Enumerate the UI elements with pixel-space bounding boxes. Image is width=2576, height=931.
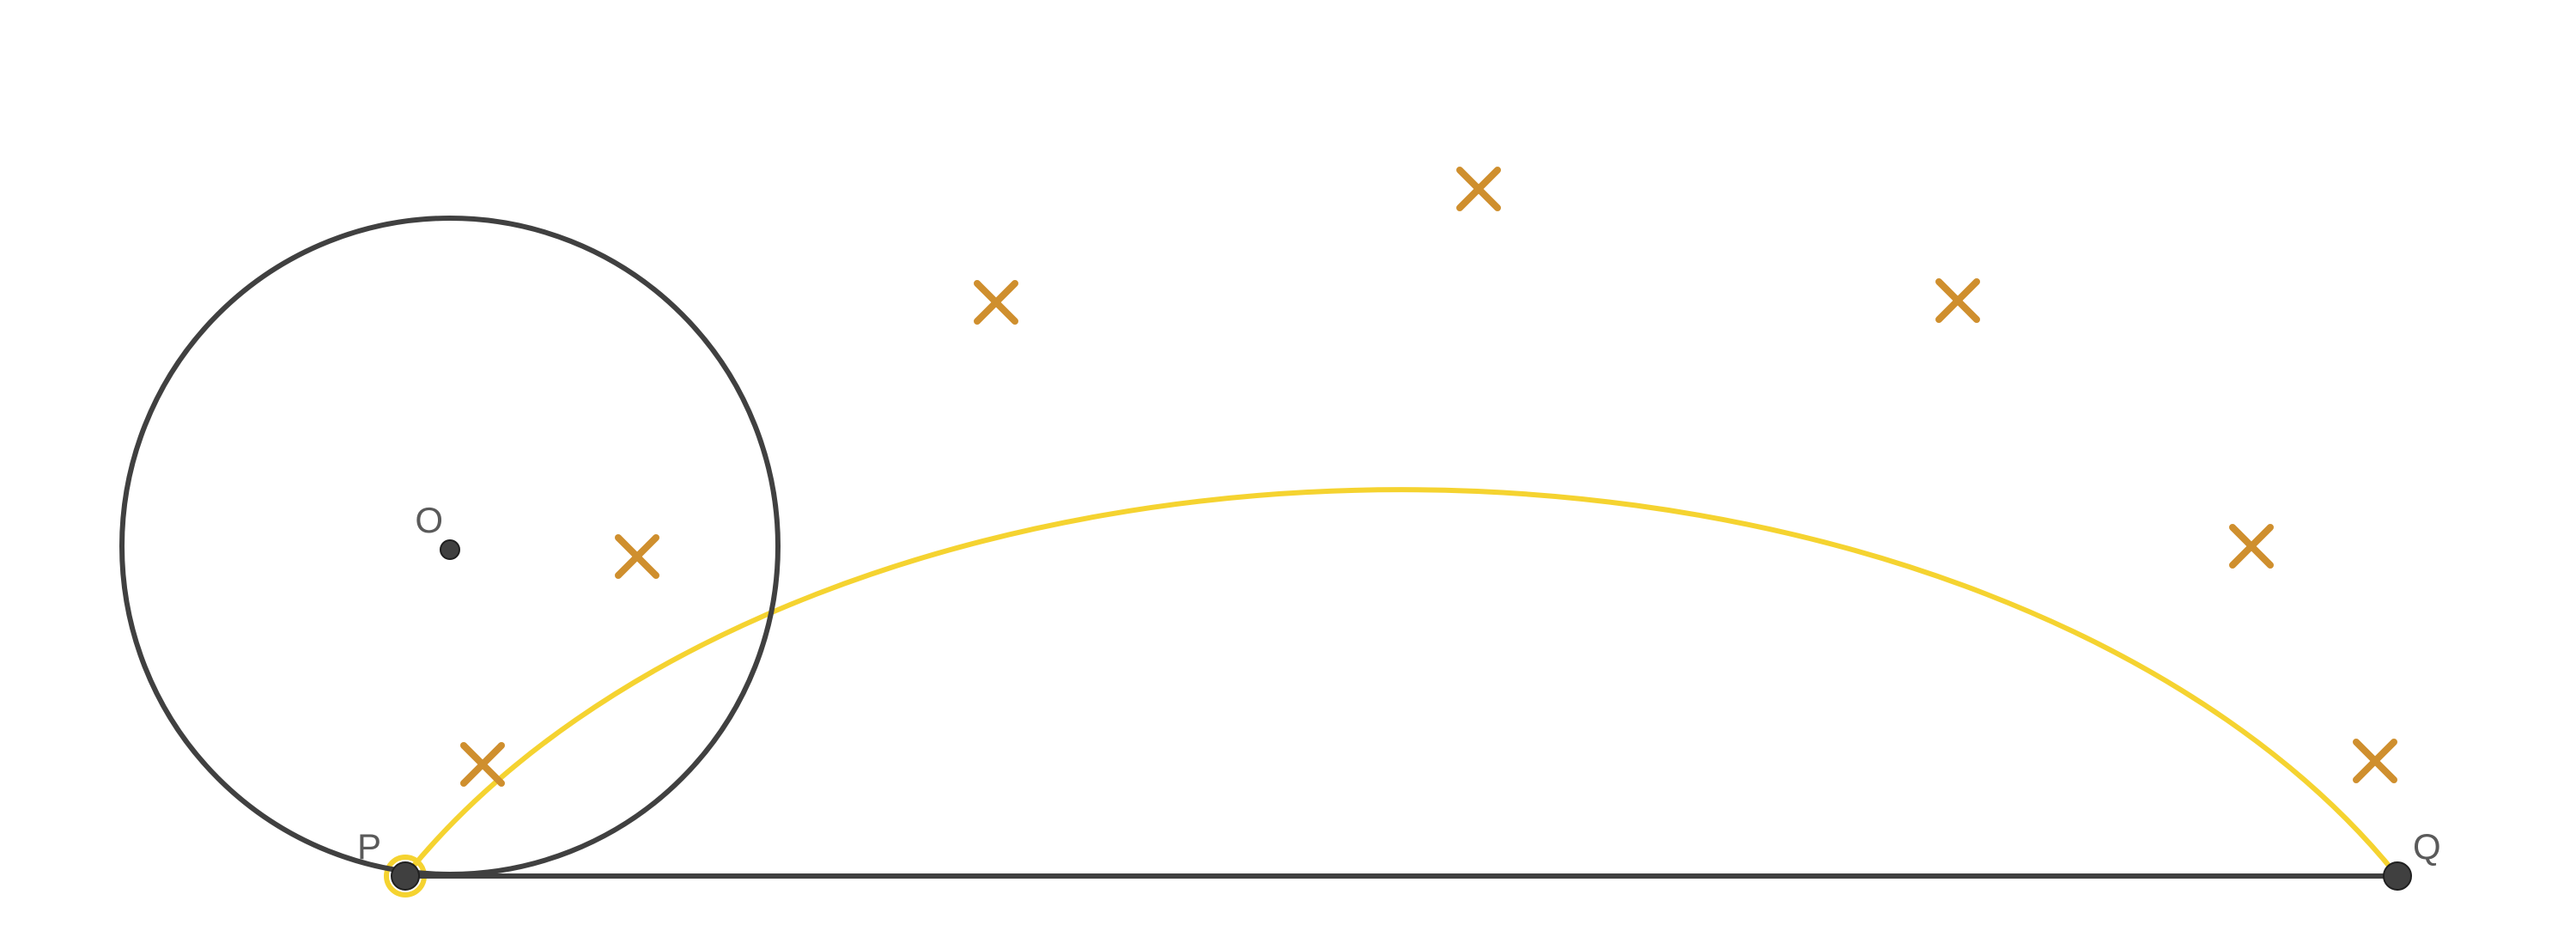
label-q: Q (2413, 826, 2441, 867)
arc-tick (618, 538, 656, 575)
label-p: P (357, 826, 381, 867)
large-arc (405, 490, 2397, 876)
arc-tick (1939, 282, 1977, 319)
arc-tick (2356, 742, 2394, 780)
arc-tick (464, 745, 501, 783)
point-q (2384, 862, 2411, 890)
point-p (392, 862, 419, 890)
arc-tick (977, 283, 1015, 321)
point-o (440, 540, 459, 559)
label-o: O (415, 500, 443, 540)
arc-tick (1460, 170, 1498, 208)
arc-tick (2233, 527, 2270, 565)
